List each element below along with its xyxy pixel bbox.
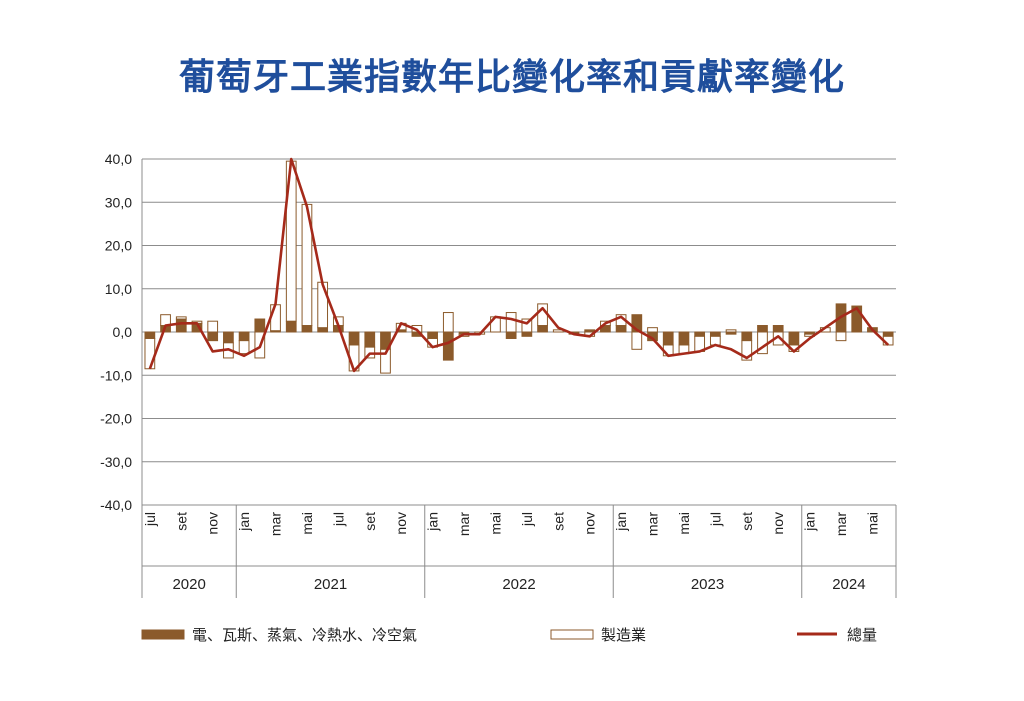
x-tick-label: jan — [802, 512, 818, 532]
y-tick-label: -10,0 — [100, 367, 132, 383]
x-tick-label: mai — [676, 512, 692, 535]
bar-energy — [678, 331, 690, 346]
bar-energy — [772, 325, 784, 333]
legend-item: 電、瓦斯、蒸氣、冷熱水、冷空氣 — [141, 626, 417, 644]
x-tick-label: mar — [456, 512, 472, 536]
bar-energy — [788, 331, 800, 346]
bar-energy — [348, 331, 360, 346]
bar-energy — [285, 320, 297, 333]
x-tick-label: jan — [613, 512, 629, 532]
x-tick-label: jul — [707, 512, 723, 527]
bar-energy — [238, 331, 250, 342]
bar-energy — [317, 327, 329, 333]
bar-manufacturing — [442, 312, 454, 333]
year-label: 2020 — [172, 576, 205, 593]
legend-label: 總量 — [847, 626, 877, 644]
bar-energy — [505, 331, 517, 339]
bar-series — [144, 160, 894, 374]
x-tick-label: jul — [330, 512, 346, 527]
x-tick-label: mar — [645, 512, 661, 536]
bar-energy — [741, 331, 753, 342]
x-tick-label: nov — [770, 512, 786, 535]
year-label: 2024 — [832, 576, 865, 593]
legend-item: 製造業 — [550, 626, 646, 644]
bar-manufacturing — [175, 316, 187, 320]
x-tick-label: nov — [582, 512, 598, 535]
gridlines — [142, 158, 896, 506]
y-tick-label: 20,0 — [105, 238, 132, 254]
x-tick-label: set — [362, 512, 378, 531]
y-tick-label: 10,0 — [105, 281, 132, 297]
bar-manufacturing — [631, 331, 643, 350]
bar-energy — [364, 331, 376, 348]
legend-swatch — [141, 629, 185, 640]
bar-energy — [442, 331, 454, 361]
bar-energy — [254, 318, 266, 333]
x-tick-label: jan — [425, 512, 441, 532]
x-tick-label: mar — [268, 512, 284, 536]
x-axis-labels: jul set nov jan mar mai jul set nov jan mar mai jul s… — [142, 512, 881, 593]
bar-energy — [175, 318, 187, 333]
bar-energy — [537, 325, 548, 333]
legend-swatch — [550, 629, 594, 640]
line-total — [148, 157, 890, 373]
bar-energy — [144, 331, 156, 339]
year-label: 2023 — [691, 576, 724, 593]
bar-manufacturing — [521, 318, 533, 333]
legend-label: 製造業 — [601, 626, 646, 644]
bar-energy — [615, 325, 627, 333]
bar-energy — [662, 331, 674, 346]
x-tick-label: mai — [864, 512, 880, 535]
bar-energy — [709, 331, 721, 337]
bar-energy — [223, 331, 234, 344]
x-tick-label: set — [550, 512, 566, 531]
x-tick-label: jan — [236, 512, 252, 532]
bar-energy — [757, 325, 768, 333]
x-tick-label: set — [173, 512, 189, 531]
x-tick-label: nov — [205, 512, 221, 535]
legend: 電、瓦斯、蒸氣、冷熱水、冷空氣 製造業 總量 — [141, 626, 877, 644]
bar-energy — [301, 325, 313, 333]
bar-manufacturing — [835, 331, 847, 342]
year-label: 2022 — [502, 576, 535, 593]
bar-energy — [882, 331, 894, 337]
line-series — [148, 157, 890, 373]
bar-manufacturing — [741, 340, 753, 361]
y-tick-label: 40,0 — [105, 151, 132, 167]
bar-energy — [427, 331, 438, 339]
chart-title: 葡萄牙工業指數年比變化率和貢獻率變化 — [178, 57, 845, 98]
bar-manufacturing — [647, 327, 658, 333]
bar-energy — [207, 331, 219, 342]
bar-manufacturing — [317, 281, 329, 329]
bar-manufacturing — [505, 312, 517, 333]
bar-energy — [521, 331, 533, 337]
x-tick-label: mai — [487, 512, 503, 535]
x-tick-label: set — [739, 512, 755, 531]
bar-energy — [694, 331, 706, 337]
bar-manufacturing — [238, 340, 250, 355]
legend-label: 電、瓦斯、蒸氣、冷熱水、冷空氣 — [192, 626, 417, 644]
bar-manufacturing — [709, 335, 721, 346]
y-tick-label: -30,0 — [100, 454, 132, 470]
bar-manufacturing — [380, 348, 391, 374]
x-tick-label: nov — [393, 512, 409, 535]
x-tick-label: jul — [519, 512, 535, 527]
bar-energy — [851, 305, 863, 333]
axes: 40,0 30,0 20,0 10,0 0,0 -10,0 -20,0 -30,0 -40,0 — [100, 151, 897, 598]
y-tick-label: 30,0 — [105, 194, 132, 210]
bar-manufacturing — [270, 304, 281, 332]
y-tick-label: -20,0 — [100, 411, 132, 427]
bar-manufacturing — [144, 337, 156, 370]
x-tick-label: mai — [299, 512, 315, 535]
bar-manufacturing — [725, 329, 737, 333]
y-tick-label: -40,0 — [100, 497, 132, 513]
bar-manufacturing — [207, 320, 219, 333]
x-tick-label: mar — [833, 512, 849, 536]
y-tick-label: 0,0 — [113, 324, 133, 340]
x-tick-label: jul — [142, 512, 158, 527]
year-label: 2021 — [314, 576, 347, 593]
legend-item: 總量 — [797, 626, 877, 644]
